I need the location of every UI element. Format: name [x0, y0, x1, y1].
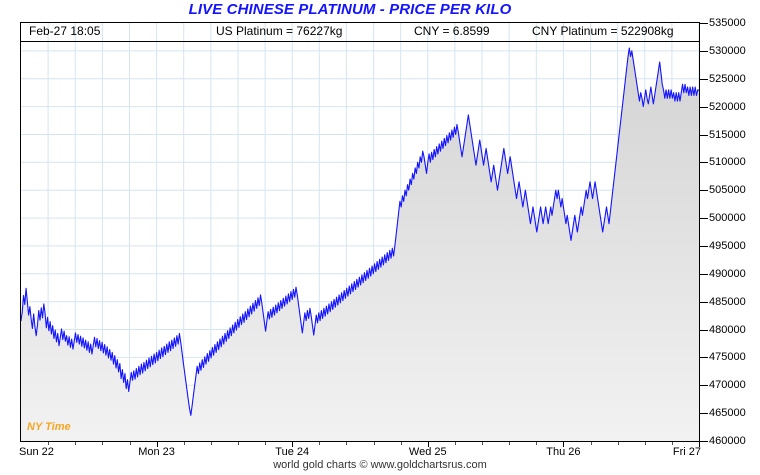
y-axis-tick	[700, 134, 708, 136]
header-us-platinum: US Platinum = 76227kg	[216, 24, 343, 38]
x-axis-subtick	[319, 442, 321, 445]
x-axis-label: Wed 25	[408, 446, 447, 458]
x-axis-subtick	[129, 442, 131, 445]
x-axis-label: Fri 27	[672, 446, 702, 458]
y-axis-tick	[700, 413, 708, 415]
y-axis-tick	[700, 190, 708, 192]
y-axis-label: 495000	[709, 239, 746, 252]
y-axis-label: 520000	[709, 100, 746, 113]
header-cny-rate: CNY = 6.8599	[414, 24, 490, 38]
y-axis-label: 485000	[709, 295, 746, 308]
x-axis-subtick	[644, 442, 646, 445]
x-axis-label: Mon 23	[138, 446, 175, 458]
header-datetime: Feb-27 18:05	[29, 24, 101, 38]
y-axis-label: 505000	[709, 184, 746, 197]
x-axis-tick	[292, 442, 294, 447]
quote-header-band: Feb-27 18:05 US Platinum = 76227kg CNY =…	[20, 22, 700, 42]
x-axis-tick	[427, 442, 429, 447]
x-axis-subtick	[102, 442, 104, 445]
y-axis-label: 515000	[709, 128, 746, 141]
y-axis-label: 535000	[709, 17, 746, 29]
header-cny-platinum: CNY Platinum = 522908kg	[532, 24, 674, 38]
x-axis-subtick	[238, 442, 239, 445]
y-axis-label: 470000	[709, 379, 746, 392]
timezone-watermark: NY Time	[27, 421, 71, 433]
y-axis-label: 530000	[709, 44, 746, 57]
y-axis-label: 480000	[709, 323, 746, 336]
source-credit: world gold charts © www.goldchartsrus.co…	[273, 459, 487, 471]
y-axis-tick	[700, 245, 708, 247]
x-axis-subtick	[373, 442, 375, 445]
x-axis-subtick	[183, 442, 185, 445]
y-axis-tick	[700, 218, 708, 220]
y-axis-label: 500000	[709, 212, 746, 225]
price-area-fill	[21, 48, 699, 441]
y-axis-label: 475000	[709, 351, 746, 364]
y-axis-tick	[700, 50, 708, 52]
x-axis-subtick	[536, 442, 538, 445]
chart-title: LIVE CHINESE PLATINUM - PRICE PER KILO	[188, 1, 512, 18]
x-axis-subtick	[671, 442, 673, 445]
x-axis-subtick	[210, 442, 212, 445]
x-axis-tick	[699, 442, 700, 447]
y-axis-tick	[700, 357, 708, 359]
x-axis-subtick	[75, 442, 77, 445]
x-axis-subtick	[617, 442, 619, 445]
y-axis-tick	[700, 273, 708, 275]
x-axis-subtick	[482, 442, 483, 445]
x-axis-label: Sun 22	[19, 446, 54, 458]
x-axis-tick	[156, 442, 158, 447]
x-axis-label: Thu 26	[546, 446, 581, 458]
y-axis-label: 490000	[709, 267, 746, 280]
x-axis-subtick	[265, 442, 267, 445]
y-axis-tick	[700, 78, 708, 80]
x-axis-subtick	[454, 442, 456, 445]
x-axis-subtick	[48, 442, 50, 445]
y-axis-label: 465000	[709, 407, 746, 420]
x-axis-subtick	[590, 442, 592, 445]
y-axis-label: 460000	[709, 435, 746, 447]
x-axis-label: Tue 24	[275, 446, 310, 458]
x-axis-subtick	[509, 442, 511, 445]
plot-area	[20, 22, 700, 442]
y-axis-tick	[700, 301, 708, 303]
y-axis-tick	[700, 106, 708, 108]
price-line	[21, 47, 699, 416]
x-axis-subtick	[400, 442, 402, 445]
y-axis-tick	[700, 329, 708, 331]
x-axis-subtick	[346, 442, 348, 445]
y-axis-label: 510000	[709, 156, 746, 169]
y-axis-tick	[700, 441, 708, 442]
y-axis-tick	[700, 23, 708, 24]
x-axis-tick	[563, 442, 565, 447]
y-axis-tick	[700, 162, 708, 164]
y-axis-tick	[700, 385, 708, 387]
price-series	[21, 47, 699, 441]
y-axis-label: 525000	[709, 72, 746, 85]
